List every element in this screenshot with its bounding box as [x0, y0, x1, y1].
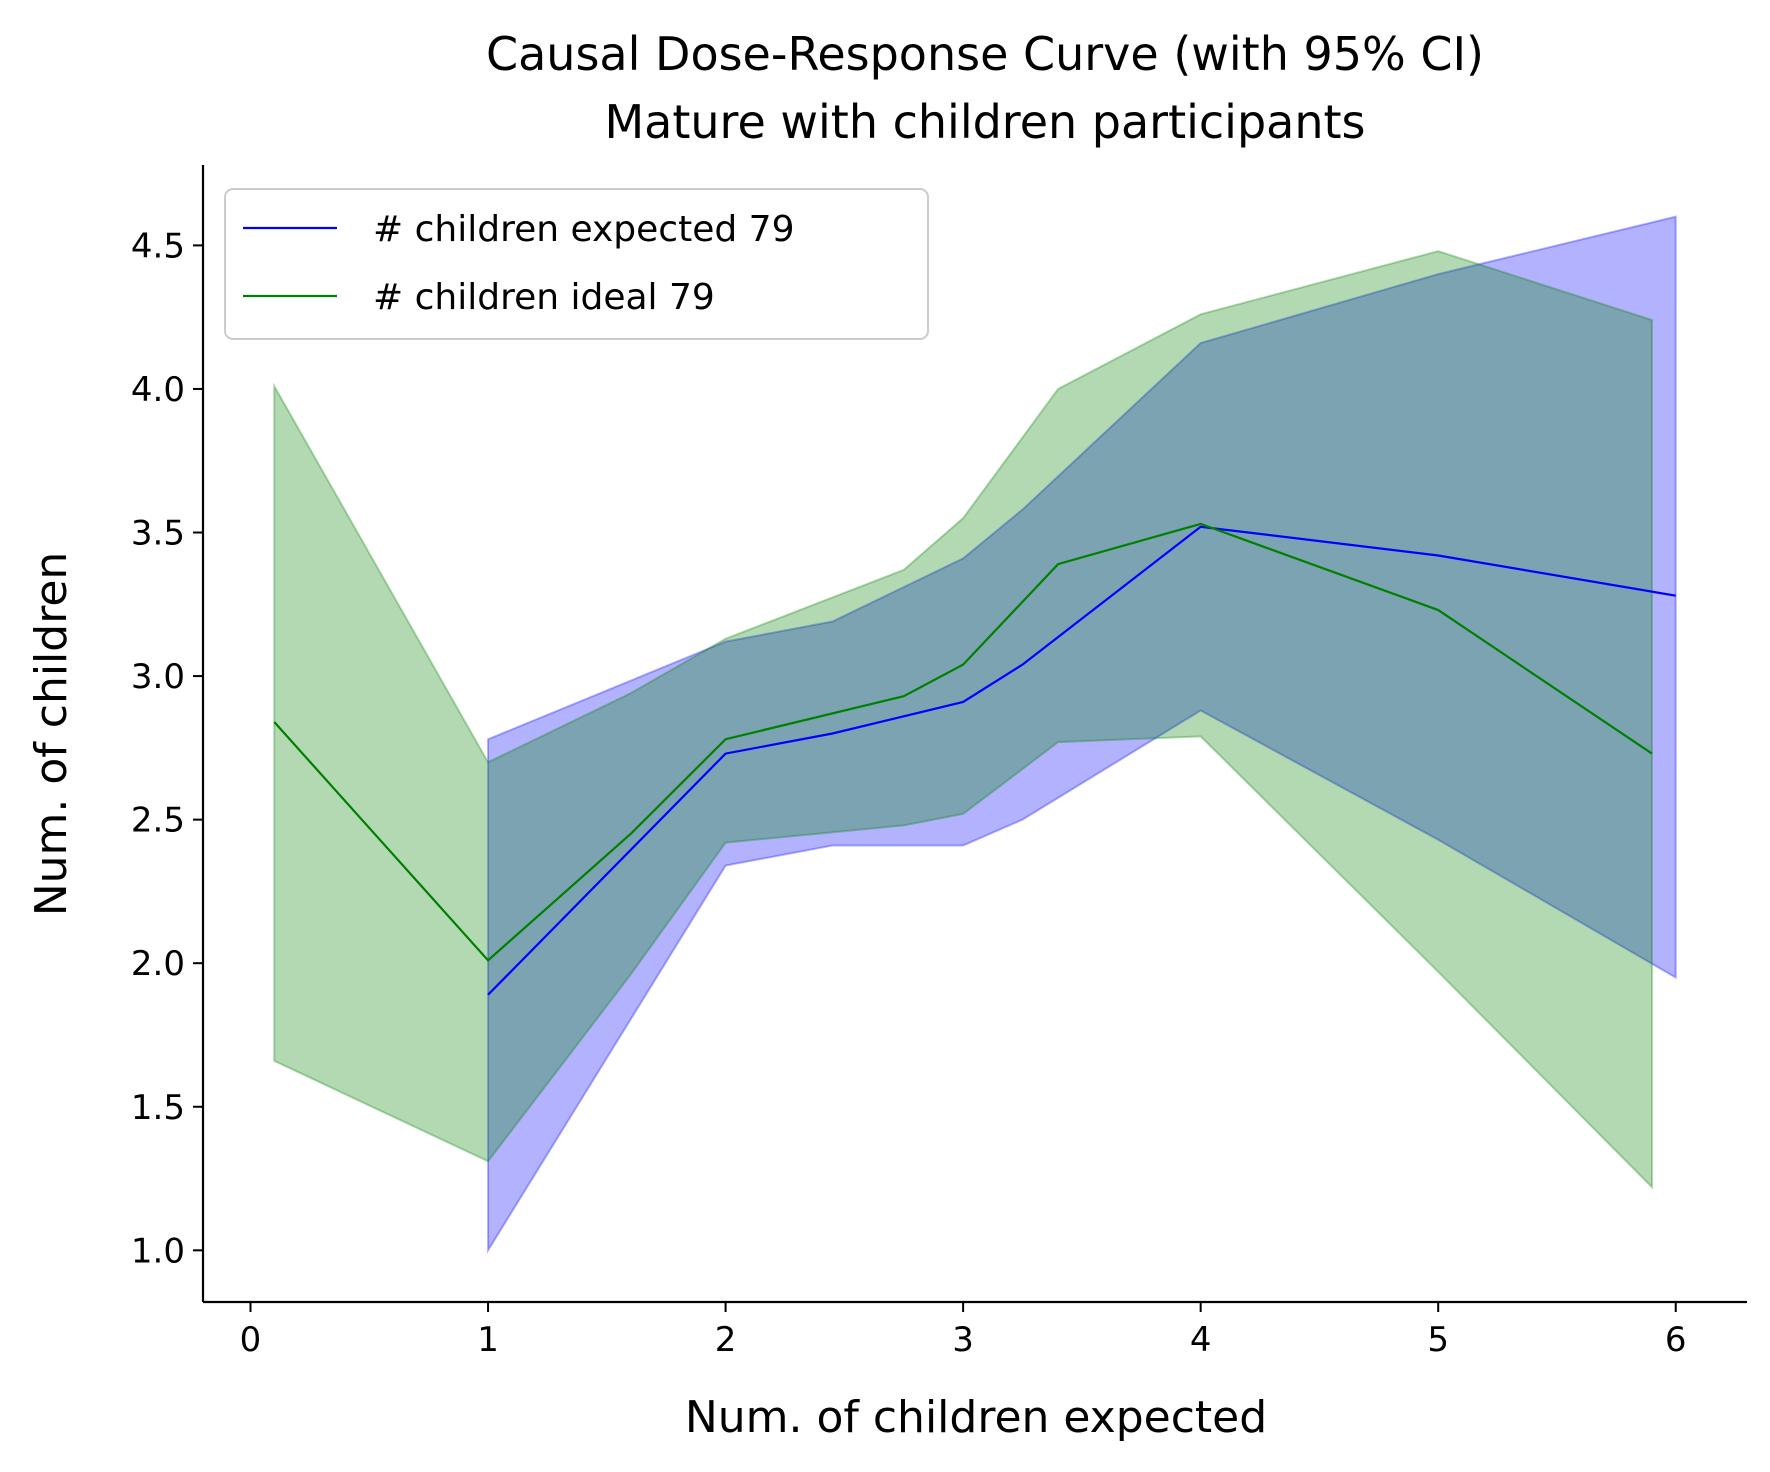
- y-axis-label: Num. of children: [26, 552, 77, 917]
- y-tick-label: 4.0: [131, 370, 185, 410]
- y-tick-label: 3.0: [131, 657, 185, 697]
- y-ticks: 1.0 1.5 2.0 2.5 3.0 3.5 4.0 4.5: [131, 226, 203, 1271]
- x-tick-label: 0: [240, 1320, 262, 1360]
- y-tick-label: 4.5: [131, 226, 185, 266]
- series-lines: [273, 522, 1676, 996]
- series-line-1: [487, 525, 1676, 996]
- y-tick-label: 2.5: [131, 801, 185, 841]
- chart-title: Causal Dose-Response Curve (with 95% CI): [486, 27, 1484, 81]
- y-tick-label: 2.0: [131, 944, 185, 984]
- legend-label: # children ideal 79: [373, 277, 715, 318]
- legend-label: # children expected 79: [373, 209, 794, 250]
- x-tick-label: 3: [952, 1320, 974, 1360]
- confidence-bands: [273, 215, 1677, 1254]
- x-tick-label: 6: [1665, 1320, 1687, 1360]
- legend: # children expected 79 # children ideal 7…: [224, 188, 929, 340]
- x-tick-label: 5: [1427, 1320, 1449, 1360]
- confidence-band-1: [487, 215, 1677, 1254]
- confidence-band-2: [273, 250, 1653, 1190]
- x-tick-label: 2: [715, 1320, 737, 1360]
- axes: [201, 165, 1747, 1304]
- x-tick-label: 4: [1190, 1320, 1212, 1360]
- y-tick-label: 1.0: [131, 1231, 185, 1271]
- chart-subtitle: Mature with children participants: [604, 95, 1365, 149]
- y-tick-label: 1.5: [131, 1088, 185, 1128]
- y-tick-label: 3.5: [131, 514, 185, 554]
- x-ticks: 0 1 2 3 4 5 6: [240, 1302, 1687, 1360]
- legend-frame: [224, 188, 929, 340]
- x-tick-label: 1: [477, 1320, 499, 1360]
- x-axis-label: Num. of children expected: [685, 1392, 1267, 1443]
- series-line-2: [273, 522, 1653, 962]
